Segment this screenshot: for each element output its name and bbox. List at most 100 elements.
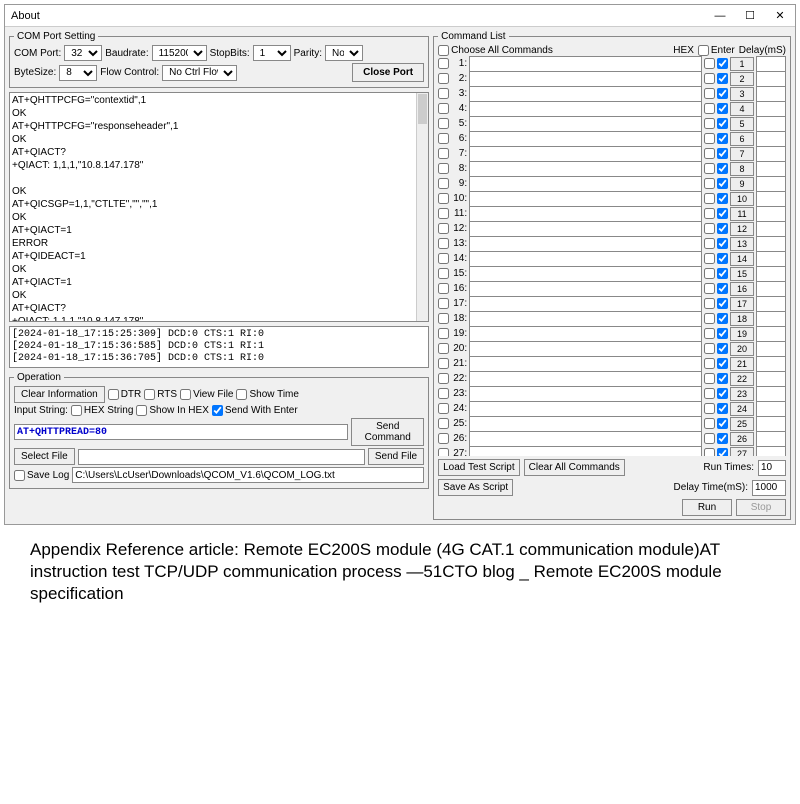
- cmd-text-input[interactable]: [469, 431, 702, 447]
- cmd-enable-checkbox[interactable]: [438, 283, 449, 294]
- comport-select[interactable]: 32: [64, 45, 102, 61]
- cmd-text-input[interactable]: [469, 401, 702, 417]
- send-file-button[interactable]: Send File: [368, 448, 424, 465]
- cmd-text-input[interactable]: [469, 326, 702, 342]
- cmd-text-input[interactable]: [469, 131, 702, 147]
- cmd-hex-checkbox[interactable]: [704, 373, 715, 384]
- cmd-enter-checkbox[interactable]: [717, 88, 728, 99]
- cmd-send-button[interactable]: 7: [730, 147, 754, 161]
- cmd-enable-checkbox[interactable]: [438, 148, 449, 159]
- cmd-hex-checkbox[interactable]: [704, 403, 715, 414]
- cmd-hex-checkbox[interactable]: [704, 73, 715, 84]
- cmd-text-input[interactable]: [469, 251, 702, 267]
- terminal-output[interactable]: AT+QHTTPCFG="contextid",1 OK AT+QHTTPCFG…: [9, 92, 429, 322]
- cmd-delay-input[interactable]: [756, 161, 786, 177]
- cmd-enter-checkbox[interactable]: [717, 358, 728, 369]
- cmd-text-input[interactable]: [469, 71, 702, 87]
- cmd-text-input[interactable]: [469, 146, 702, 162]
- cmd-enter-checkbox[interactable]: [717, 148, 728, 159]
- clear-info-button[interactable]: Clear Information: [14, 386, 105, 403]
- showtime-checkbox[interactable]: Show Time: [236, 389, 298, 400]
- cmd-text-input[interactable]: [469, 116, 702, 132]
- cmd-delay-input[interactable]: [756, 431, 786, 447]
- cmd-hex-checkbox[interactable]: [704, 328, 715, 339]
- cmd-text-input[interactable]: [469, 281, 702, 297]
- bytesize-select[interactable]: 8: [59, 65, 97, 81]
- cmd-hex-checkbox[interactable]: [704, 208, 715, 219]
- cmd-send-button[interactable]: 6: [730, 132, 754, 146]
- cmd-enter-checkbox[interactable]: [717, 223, 728, 234]
- cmd-hex-checkbox[interactable]: [704, 238, 715, 249]
- cmd-send-button[interactable]: 22: [730, 372, 754, 386]
- cmd-hex-checkbox[interactable]: [704, 58, 715, 69]
- cmd-hex-checkbox[interactable]: [704, 448, 715, 456]
- cmd-hex-checkbox[interactable]: [704, 118, 715, 129]
- cmd-send-button[interactable]: 25: [730, 417, 754, 431]
- cmd-send-button[interactable]: 1: [730, 57, 754, 71]
- cmd-hex-checkbox[interactable]: [704, 358, 715, 369]
- cmd-delay-input[interactable]: [756, 131, 786, 147]
- cmd-delay-input[interactable]: [756, 446, 786, 457]
- close-port-button[interactable]: Close Port: [352, 63, 424, 82]
- file-path-field[interactable]: [78, 449, 365, 465]
- cmd-enter-checkbox[interactable]: [717, 163, 728, 174]
- cmd-text-input[interactable]: [469, 56, 702, 72]
- cmd-send-button[interactable]: 24: [730, 402, 754, 416]
- cmd-text-input[interactable]: [469, 266, 702, 282]
- enter-header-checkbox[interactable]: Enter: [698, 45, 735, 56]
- save-script-button[interactable]: Save As Script: [438, 479, 513, 496]
- cmd-send-button[interactable]: 12: [730, 222, 754, 236]
- cmd-enable-checkbox[interactable]: [438, 223, 449, 234]
- cmd-hex-checkbox[interactable]: [704, 133, 715, 144]
- cmd-send-button[interactable]: 3: [730, 87, 754, 101]
- cmd-enable-checkbox[interactable]: [438, 298, 449, 309]
- cmd-delay-input[interactable]: [756, 206, 786, 222]
- cmd-enter-checkbox[interactable]: [717, 178, 728, 189]
- load-script-button[interactable]: Load Test Script: [438, 459, 520, 476]
- cmd-enable-checkbox[interactable]: [438, 73, 449, 84]
- cmd-send-button[interactable]: 26: [730, 432, 754, 446]
- cmd-enter-checkbox[interactable]: [717, 373, 728, 384]
- status-log[interactable]: [2024-01-18_17:15:25:309] DCD:0 CTS:1 RI…: [9, 326, 429, 368]
- run-button[interactable]: Run: [682, 499, 732, 516]
- baudrate-select[interactable]: 115200: [152, 45, 207, 61]
- cmd-delay-input[interactable]: [756, 251, 786, 267]
- input-string-field[interactable]: [14, 424, 348, 440]
- cmd-enable-checkbox[interactable]: [438, 133, 449, 144]
- cmd-delay-input[interactable]: [756, 56, 786, 72]
- cmd-send-button[interactable]: 17: [730, 297, 754, 311]
- cmd-send-button[interactable]: 9: [730, 177, 754, 191]
- cmd-hex-checkbox[interactable]: [704, 148, 715, 159]
- cmd-delay-input[interactable]: [756, 176, 786, 192]
- cmd-send-button[interactable]: 18: [730, 312, 754, 326]
- cmd-hex-checkbox[interactable]: [704, 283, 715, 294]
- cmd-enter-checkbox[interactable]: [717, 283, 728, 294]
- cmd-text-input[interactable]: [469, 296, 702, 312]
- cmd-enter-checkbox[interactable]: [717, 73, 728, 84]
- cmd-hex-checkbox[interactable]: [704, 418, 715, 429]
- hexstring-checkbox[interactable]: HEX String: [71, 405, 133, 416]
- sendwithenter-checkbox[interactable]: Send With Enter: [212, 405, 298, 416]
- cmd-enable-checkbox[interactable]: [438, 313, 449, 324]
- cmd-delay-input[interactable]: [756, 146, 786, 162]
- cmd-send-button[interactable]: 5: [730, 117, 754, 131]
- cmd-delay-input[interactable]: [756, 341, 786, 357]
- cmd-send-button[interactable]: 16: [730, 282, 754, 296]
- parity-select[interactable]: None: [325, 45, 363, 61]
- terminal-scrollbar[interactable]: [416, 93, 428, 321]
- cmd-text-input[interactable]: [469, 101, 702, 117]
- cmd-enable-checkbox[interactable]: [438, 373, 449, 384]
- cmd-delay-input[interactable]: [756, 416, 786, 432]
- cmd-text-input[interactable]: [469, 206, 702, 222]
- cmd-send-button[interactable]: 10: [730, 192, 754, 206]
- cmd-hex-checkbox[interactable]: [704, 298, 715, 309]
- cmd-send-button[interactable]: 15: [730, 267, 754, 281]
- cmd-send-button[interactable]: 27: [730, 447, 754, 457]
- cmd-enter-checkbox[interactable]: [717, 193, 728, 204]
- cmd-enter-checkbox[interactable]: [717, 418, 728, 429]
- cmd-delay-input[interactable]: [756, 296, 786, 312]
- clear-all-button[interactable]: Clear All Commands: [524, 459, 625, 476]
- cmd-text-input[interactable]: [469, 191, 702, 207]
- cmd-send-button[interactable]: 19: [730, 327, 754, 341]
- cmd-enter-checkbox[interactable]: [717, 448, 728, 456]
